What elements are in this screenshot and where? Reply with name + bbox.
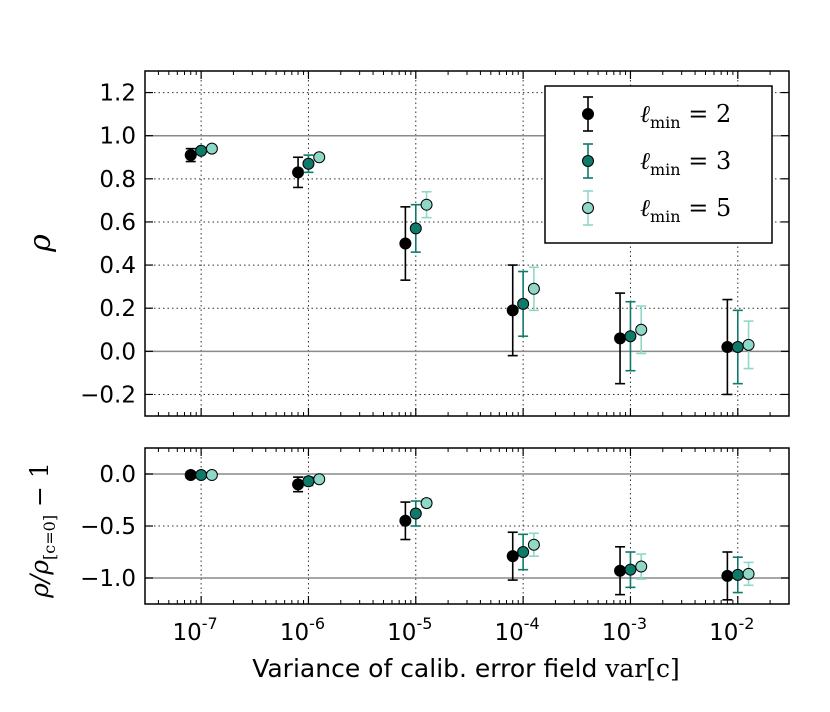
y-tick-label: 1.0 <box>99 124 136 150</box>
data-point <box>731 341 744 353</box>
series-3 <box>205 142 755 370</box>
data-point <box>635 323 648 336</box>
bottom-y-axis-label: ρ/ρ[c=0] − 1 <box>25 462 59 599</box>
data-point <box>205 469 218 482</box>
data-point <box>409 222 422 235</box>
data-point <box>184 149 197 162</box>
top-y-axis-label: ρ <box>23 234 58 253</box>
data-point <box>399 237 412 250</box>
data-point <box>313 473 326 486</box>
data-point <box>721 569 734 582</box>
y-tick-label: 0.6 <box>99 210 136 236</box>
y-tick-label: 0.8 <box>99 167 136 193</box>
legend-marker <box>582 108 594 120</box>
data-point <box>517 297 530 310</box>
data-point <box>292 166 305 179</box>
y-tick-label: 0.0 <box>99 462 136 488</box>
data-point <box>195 469 208 482</box>
data-point <box>195 144 208 157</box>
x-tick-label: 10-6 <box>280 614 325 646</box>
data-point <box>420 497 433 510</box>
series-2 <box>195 144 744 385</box>
legend-label: ℓmin = 2 <box>640 100 731 132</box>
data-point <box>742 567 755 580</box>
data-point <box>399 514 412 527</box>
y-tick-label: −0.5 <box>80 514 136 540</box>
series-1 <box>184 469 734 601</box>
data-point <box>506 550 519 563</box>
y-tick-label: 0.0 <box>99 339 136 365</box>
data-point <box>517 546 530 558</box>
legend-label: ℓmin = 3 <box>640 147 731 179</box>
y-tick-label: −1.0 <box>80 566 136 592</box>
x-tick-label: 10-3 <box>602 614 647 646</box>
data-point <box>292 478 305 491</box>
data-point <box>302 475 315 488</box>
data-point <box>731 568 744 581</box>
data-point <box>420 198 433 211</box>
legend: ℓmin = 2 ℓmin = 3 ℓmin = 5 <box>544 85 773 244</box>
data-point <box>614 332 627 345</box>
series-3 <box>205 469 755 587</box>
bottom-panel: −1.0 −0.5 0.0 10-7 10-6 10-5 10-4 10-3 10-2 <box>80 447 790 646</box>
data-point <box>624 563 637 576</box>
series-2 <box>195 469 744 594</box>
data-point <box>527 538 540 551</box>
data-point <box>527 282 540 295</box>
axis-labels: ρ ρ/ρ[c=0] − 1 Variance of calib. error fi… <box>23 234 680 683</box>
x-tick-label: 10-7 <box>173 614 218 646</box>
x-tick-label: 10-5 <box>387 614 432 646</box>
data-point <box>313 151 326 164</box>
top-panel: −0.2 0.0 0.2 0.4 0.6 0.8 1.0 1.2 <box>80 70 790 417</box>
data-point <box>205 142 218 155</box>
legend-entry: ℓmin = 3 <box>582 143 731 179</box>
legend-marker <box>582 202 594 214</box>
x-tick-label: 10-2 <box>709 614 754 646</box>
legend-entry: ℓmin = 5 <box>582 190 731 226</box>
data-point <box>614 564 627 577</box>
data-point <box>409 507 422 520</box>
data-point <box>302 157 315 170</box>
legend-marker <box>582 155 594 167</box>
y-tick-label: 1.2 <box>99 81 136 107</box>
y-tick-label: 0.2 <box>99 296 136 322</box>
data-point <box>184 469 197 482</box>
data-point <box>721 341 734 353</box>
x-axis-label: Variance of calib. error field var[c] <box>252 654 680 683</box>
data-point <box>635 560 648 573</box>
legend-label: ℓmin = 5 <box>640 194 731 226</box>
y-tick-label: 0.4 <box>99 253 136 279</box>
data-point <box>742 338 755 351</box>
x-tick-label: 10-4 <box>495 614 540 646</box>
y-tick-label: −0.2 <box>80 382 136 408</box>
legend-entry: ℓmin = 2 <box>582 96 731 132</box>
data-point <box>506 304 519 317</box>
data-point <box>624 330 637 343</box>
